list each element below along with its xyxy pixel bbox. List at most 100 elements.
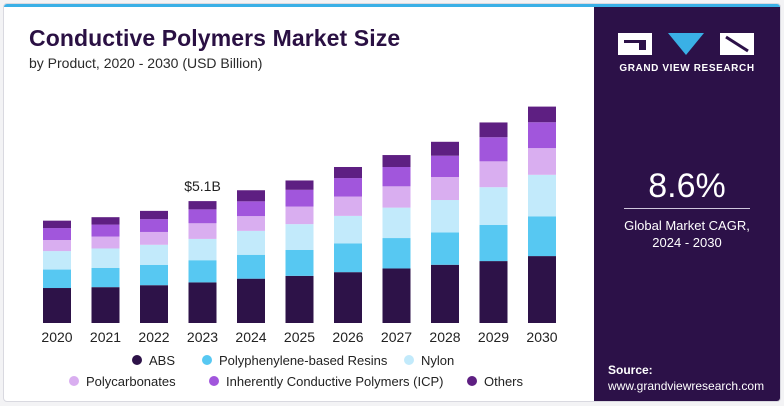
stacked-bar-chart: 2020 2021 2022 2023 $5.1B 2024 2025 2026 2027 202… xyxy=(41,106,558,389)
bar-segment-2023-3 xyxy=(188,223,217,239)
cagr-value: 8.6% xyxy=(648,167,726,205)
x-tick-label: 2027 xyxy=(381,329,412,345)
bar-segment-2027-2 xyxy=(382,207,411,239)
chart-card: Conductive Polymers Market Size by Produ… xyxy=(3,3,781,402)
legend-marker xyxy=(467,376,477,386)
bar-segment-2029-5 xyxy=(479,122,508,138)
bar-segment-2029-3 xyxy=(479,161,508,188)
bar-segment-2029-2 xyxy=(479,187,508,226)
x-tick-label: 2028 xyxy=(429,329,460,345)
grand-view-research-logo xyxy=(618,33,754,55)
bar-segment-2028-1 xyxy=(431,232,459,265)
bar-segment-2027-3 xyxy=(382,186,411,208)
bar-segment-2028-5 xyxy=(431,141,459,156)
bar-segment-2021-5 xyxy=(91,217,120,225)
bar-segment-2027-1 xyxy=(382,238,411,269)
bar-segment-2021-1 xyxy=(91,267,120,288)
bar-segment-2029-4 xyxy=(479,137,508,162)
bar-segment-2030-2 xyxy=(528,174,556,217)
bar-segment-2020-4 xyxy=(43,228,71,241)
accent-line xyxy=(4,4,780,7)
bar-segment-2029-0 xyxy=(479,261,508,323)
bar-segment-2030-3 xyxy=(528,148,556,175)
bar-segment-2025-3 xyxy=(285,206,314,225)
bar-segment-2022-5 xyxy=(140,210,168,220)
legend-label: ABS xyxy=(149,353,175,368)
brand-name: GRAND VIEW RESEARCH xyxy=(619,63,755,74)
x-tick-label: 2029 xyxy=(478,329,509,345)
x-tick-label: 2022 xyxy=(138,329,169,345)
bar-segment-2021-0 xyxy=(91,287,120,323)
x-tick-label: 2024 xyxy=(235,329,266,345)
cagr-label: Global Market CAGR, 2024 - 2030 xyxy=(594,217,780,251)
bar-segment-2023-4 xyxy=(188,209,217,224)
chart-title: Conductive Polymers Market Size xyxy=(29,25,401,51)
legend-label: Inherently Conductive Polymers (ICP) xyxy=(226,374,443,389)
bar-segment-2027-0 xyxy=(382,268,411,323)
bar-segment-2028-4 xyxy=(431,155,459,177)
divider xyxy=(624,208,750,209)
x-tick-label: 2030 xyxy=(526,329,557,345)
bar-segment-2028-0 xyxy=(431,264,459,323)
bar-segment-2024-3 xyxy=(237,216,265,231)
bar-segment-2026-2 xyxy=(334,215,362,244)
bar-segment-2027-5 xyxy=(382,155,411,167)
bar-segment-2030-1 xyxy=(528,216,556,257)
legend-marker xyxy=(202,355,212,365)
bar-segment-2021-3 xyxy=(91,236,120,249)
bar-segment-2028-2 xyxy=(431,200,459,233)
bar-segment-2027-4 xyxy=(382,166,411,187)
bar-segment-2025-1 xyxy=(285,249,314,276)
bar-segment-2021-2 xyxy=(91,248,120,268)
bar-segment-2026-4 xyxy=(334,178,362,197)
bar-segment-2024-0 xyxy=(237,278,265,323)
x-tick-label: 2021 xyxy=(90,329,121,345)
bar-segment-2025-0 xyxy=(285,275,314,323)
bar-segment-2023-5 xyxy=(188,201,217,210)
x-tick-label: 2025 xyxy=(284,329,315,345)
bar-segment-2025-4 xyxy=(285,189,314,207)
legend-label: Polycarbonates xyxy=(86,374,176,389)
bar-segment-2026-3 xyxy=(334,196,362,216)
sidebar-panel: GRAND VIEW RESEARCH 8.6% Global Market C… xyxy=(594,7,780,401)
bar-segment-2020-3 xyxy=(43,240,71,252)
chart-subtitle: by Product, 2020 - 2030 (USD Billion) xyxy=(29,55,263,71)
source-url[interactable]: www.grandviewresearch.com xyxy=(608,379,765,393)
bar-segment-2023-0 xyxy=(188,282,217,323)
bar-segment-2028-3 xyxy=(431,176,459,201)
bar-segment-2023-2 xyxy=(188,238,217,261)
bar-segment-2029-1 xyxy=(479,225,508,262)
bar-segment-2025-5 xyxy=(285,180,314,190)
source-title: Source: xyxy=(608,363,653,377)
bar-segment-2026-0 xyxy=(334,272,362,323)
data-label: $5.1B xyxy=(184,178,221,194)
legend-label: Others xyxy=(484,374,524,389)
legend-label: Nylon xyxy=(421,353,454,368)
bar-segment-2025-2 xyxy=(285,224,314,250)
bar-segment-2024-1 xyxy=(237,254,265,279)
bar-segment-2022-0 xyxy=(140,285,168,323)
legend-marker xyxy=(69,376,79,386)
bar-segment-2020-2 xyxy=(43,251,71,270)
x-tick-label: 2020 xyxy=(41,329,72,345)
bar-segment-2026-5 xyxy=(334,166,362,179)
bar-segment-2024-2 xyxy=(237,230,265,255)
x-tick-label: 2023 xyxy=(187,329,218,345)
cagr-label-line-1: Global Market CAGR, xyxy=(624,218,750,233)
bar-segment-2022-1 xyxy=(140,264,168,286)
bar-segment-2026-1 xyxy=(334,243,362,273)
x-tick-label: 2026 xyxy=(332,329,363,345)
bar-segment-2022-3 xyxy=(140,231,168,245)
bar-segment-2020-5 xyxy=(43,220,71,229)
legend-marker xyxy=(404,355,414,365)
bar-segment-2024-5 xyxy=(237,190,265,202)
legend-marker xyxy=(209,376,219,386)
legend-marker xyxy=(132,355,142,365)
bar-segment-2021-4 xyxy=(91,224,120,237)
bar-segment-2023-1 xyxy=(188,260,217,283)
bar-segment-2022-2 xyxy=(140,244,168,265)
bar-segment-2030-4 xyxy=(528,122,556,149)
bar-segment-2030-5 xyxy=(528,106,556,123)
cagr-label-line-2: 2024 - 2030 xyxy=(652,235,722,250)
bar-segment-2022-4 xyxy=(140,219,168,232)
